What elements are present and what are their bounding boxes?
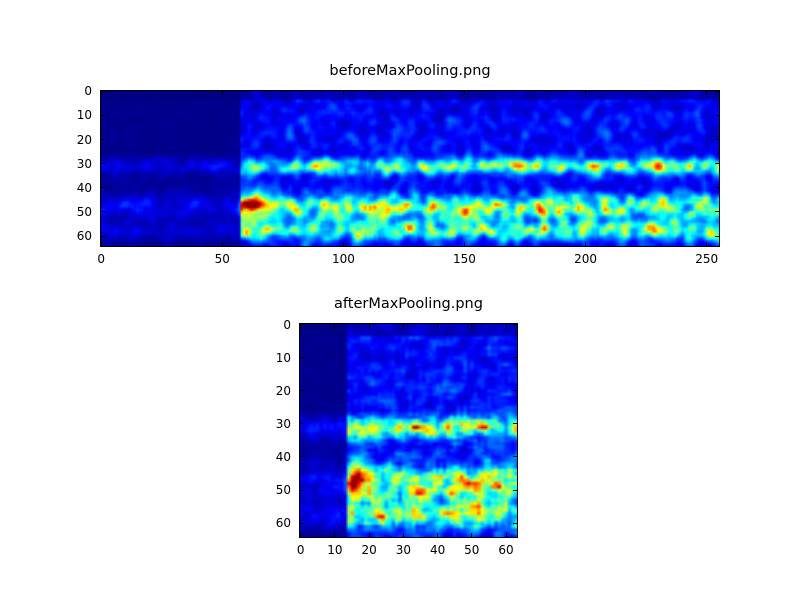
x-tick-mark-top	[334, 323, 336, 328]
y-tick-label: 60	[275, 516, 291, 531]
y-tick-mark-right	[513, 489, 518, 491]
x-tick-mark	[334, 533, 336, 538]
x-tick-label: 0	[97, 252, 106, 266]
x-tick-mark	[100, 242, 102, 247]
x-tick-mark	[437, 533, 439, 538]
x-tick-mark	[368, 533, 370, 538]
y-tick-mark-right	[715, 187, 720, 189]
spectrogram-after-heatmap	[299, 323, 518, 538]
x-tick-label: 0	[296, 543, 305, 557]
plot-before-max-pooling: beforeMaxPooling.png 0 50 100 150 200 250 0 10 2…	[77, 63, 720, 266]
x-tick-mark	[402, 533, 404, 538]
y-tick-label: 0	[84, 84, 92, 99]
y-tick-mark	[299, 456, 304, 458]
x-tick-label: 250	[695, 252, 719, 266]
x-tick-label: 150	[453, 252, 476, 266]
y-tick-label: 40	[76, 180, 92, 195]
y-tick-mark-right	[513, 324, 518, 326]
x-tick-mark-top	[300, 323, 302, 328]
y-tick-mark	[100, 211, 105, 213]
y-tick-mark-right	[513, 522, 518, 524]
x-tick-mark	[300, 533, 302, 538]
y-tick-mark	[100, 139, 105, 140]
y-tick-mark-right	[513, 390, 518, 392]
x-tick-mark-top	[437, 323, 439, 328]
y-tick-mark-right	[715, 163, 720, 165]
y-tick-mark	[299, 390, 304, 392]
x-tick-mark-top	[342, 90, 344, 95]
x-tick-mark-top	[706, 90, 708, 95]
y-tick-label: 30	[76, 156, 92, 171]
y-tick-mark	[299, 489, 304, 491]
x-tick-mark-top	[471, 323, 473, 328]
y-tick-mark-right	[513, 357, 518, 359]
y-tick-mark-right	[513, 456, 518, 458]
y-tick-label: 20	[275, 383, 291, 398]
x-tick-label: 10	[327, 543, 343, 557]
y-tick-mark	[299, 423, 304, 425]
y-tick-label: 20	[76, 132, 92, 147]
x-tick-mark-top	[463, 90, 465, 95]
y-tick-mark-right	[715, 235, 720, 237]
y-tick-label: 50	[76, 204, 92, 219]
x-tick-mark	[342, 242, 344, 247]
x-tick-mark	[471, 533, 473, 538]
x-tick-mark-top	[100, 90, 102, 95]
x-tick-label: 50	[214, 252, 230, 266]
y-tick-mark	[100, 90, 105, 92]
y-tick-label: 10	[275, 350, 291, 365]
x-tick-mark	[463, 242, 465, 247]
x-tick-mark-top	[402, 323, 404, 328]
x-tick-mark	[585, 242, 587, 247]
y-tick-mark	[299, 357, 304, 359]
plot-before-title: beforeMaxPooling.png	[329, 63, 491, 79]
x-tick-mark	[221, 242, 223, 247]
y-tick-mark-right	[715, 139, 720, 140]
x-tick-mark-top	[585, 90, 587, 95]
y-tick-mark-right	[513, 423, 518, 425]
x-tick-mark	[505, 533, 507, 538]
y-tick-mark-right	[715, 114, 720, 116]
y-tick-label: 30	[275, 416, 291, 431]
x-tick-mark-top	[505, 323, 507, 328]
y-tick-mark	[299, 522, 304, 524]
y-tick-mark	[100, 187, 105, 189]
y-tick-label: 50	[275, 483, 291, 498]
x-tick-label: 200	[574, 252, 598, 266]
x-tick-mark-top	[221, 90, 223, 95]
y-tick-mark	[100, 163, 105, 165]
y-tick-mark	[299, 324, 304, 326]
x-tick-label: 20	[361, 543, 377, 557]
y-tick-mark	[100, 235, 105, 237]
x-tick-mark-top	[368, 323, 370, 328]
x-tick-label: 30	[395, 543, 411, 557]
y-tick-label: 60	[76, 229, 92, 244]
y-tick-mark-right	[715, 211, 720, 213]
spectrogram-before-heatmap	[100, 90, 720, 247]
plot-after-max-pooling: afterMaxPooling.png 0 10 20 30 40 50 60 0 10 20 30…	[276, 296, 518, 557]
x-tick-label: 50	[464, 543, 480, 557]
y-tick-label: 10	[76, 108, 92, 123]
y-tick-label: 40	[275, 449, 291, 464]
y-tick-mark	[100, 114, 105, 116]
y-tick-label: 0	[283, 317, 291, 332]
x-tick-label: 40	[429, 543, 446, 557]
x-tick-label: 60	[498, 543, 514, 557]
x-tick-label: 100	[331, 252, 355, 266]
plot-after-title: afterMaxPooling.png	[334, 296, 483, 312]
x-tick-mark	[706, 242, 708, 247]
y-tick-mark-right	[715, 90, 720, 92]
